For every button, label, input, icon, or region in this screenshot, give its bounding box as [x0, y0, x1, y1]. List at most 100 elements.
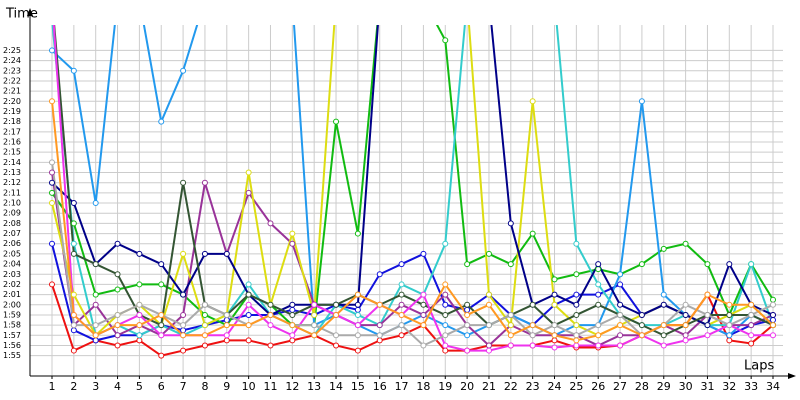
- data-point: [114, 286, 121, 293]
- data-point: [421, 0, 426, 2]
- data-point: [92, 301, 99, 308]
- data-point: [311, 322, 318, 329]
- y-tick-label: 2:24: [3, 56, 21, 65]
- data-point: [49, 98, 55, 105]
- data-point: [573, 342, 580, 349]
- data-point: [704, 311, 711, 318]
- data-point: [245, 301, 252, 308]
- data-point: [246, 0, 251, 2]
- data-point: [180, 327, 187, 334]
- data-point: [551, 337, 558, 344]
- y-tick-label: 1:56: [3, 341, 21, 350]
- data-point: [530, 0, 535, 2]
- data-point: [660, 291, 667, 298]
- x-tick-label: 29: [657, 380, 671, 393]
- data-point: [180, 347, 187, 354]
- data-point: [333, 311, 340, 318]
- x-tick-label: 23: [526, 380, 540, 393]
- data-point: [245, 291, 252, 298]
- data-point: [638, 98, 645, 105]
- data-point: [420, 301, 427, 308]
- y-tick-label: 2:14: [3, 158, 21, 167]
- data-point: [485, 291, 492, 298]
- x-tick-label: 20: [460, 380, 474, 393]
- data-point: [398, 281, 405, 288]
- data-point: [158, 322, 165, 329]
- data-point: [704, 261, 711, 268]
- data-point: [507, 322, 514, 329]
- data-point: [573, 332, 580, 339]
- data-point: [442, 301, 449, 308]
- data-point: [70, 327, 77, 334]
- plot-area: [49, 0, 776, 359]
- data-point: [354, 301, 361, 308]
- data-point: [704, 322, 711, 329]
- data-point: [245, 189, 252, 196]
- data-point: [443, 0, 448, 2]
- data-point: [311, 301, 318, 308]
- data-point: [617, 322, 624, 329]
- data-point: [770, 317, 776, 324]
- y-tick-label: 2:09: [3, 209, 21, 218]
- data-point: [420, 291, 427, 298]
- data-point: [595, 266, 602, 273]
- y-tick-label: 1:59: [3, 310, 21, 319]
- data-point: [137, 0, 142, 2]
- data-point: [311, 332, 318, 339]
- data-point: [333, 332, 340, 339]
- data-point: [50, 0, 55, 2]
- data-point: [136, 337, 143, 344]
- data-point: [485, 347, 492, 354]
- data-point: [70, 220, 77, 227]
- data-point: [552, 0, 557, 2]
- y-tick-label: 2:22: [3, 76, 21, 85]
- data-point: [485, 301, 492, 308]
- x-tick-label: 3: [92, 380, 99, 393]
- data-point: [638, 332, 645, 339]
- series-line: [51, 25, 774, 327]
- data-point: [464, 332, 471, 339]
- data-point: [398, 291, 405, 298]
- data-point: [573, 271, 580, 278]
- x-tick-label: 21: [482, 380, 496, 393]
- data-point: [158, 352, 165, 359]
- data-point: [726, 332, 733, 339]
- data-point: [617, 342, 624, 349]
- data-point: [267, 301, 274, 308]
- data-point: [617, 271, 624, 278]
- y-tick-label: 2:04: [3, 260, 21, 269]
- data-point: [289, 306, 296, 313]
- data-point: [551, 276, 558, 283]
- data-point: [464, 306, 471, 313]
- y-tick-label: 2:16: [3, 138, 21, 147]
- data-point: [354, 332, 361, 339]
- data-point: [595, 342, 602, 349]
- data-point: [748, 261, 755, 268]
- data-point: [289, 311, 296, 318]
- data-point: [486, 0, 491, 2]
- data-point: [682, 322, 689, 329]
- data-point: [70, 322, 77, 329]
- x-tick-label: 8: [201, 380, 208, 393]
- data-point: [573, 337, 580, 344]
- x-tick-label: 17: [395, 380, 409, 393]
- x-tick-label: 2: [70, 380, 77, 393]
- data-point: [726, 261, 733, 268]
- data-point: [289, 301, 296, 308]
- data-point: [617, 311, 624, 318]
- data-point: [464, 322, 471, 329]
- data-point: [136, 301, 143, 308]
- data-point: [682, 311, 689, 318]
- data-point: [529, 322, 536, 329]
- x-tick-label: 30: [679, 380, 693, 393]
- data-point: [617, 301, 624, 308]
- data-point: [354, 311, 361, 318]
- data-point: [50, 17, 55, 22]
- x-tick-label: 18: [416, 380, 430, 393]
- data-point: [115, 0, 120, 2]
- data-point: [49, 179, 55, 186]
- data-point: [180, 322, 187, 329]
- data-point: [49, 240, 55, 247]
- data-point: [748, 340, 755, 347]
- data-point: [617, 332, 624, 339]
